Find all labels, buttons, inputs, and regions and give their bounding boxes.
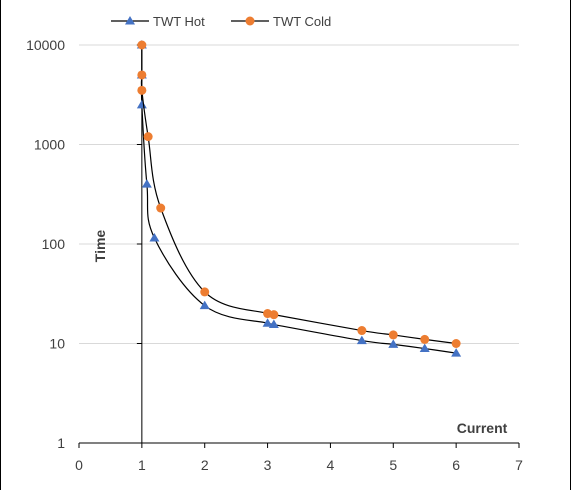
data-point xyxy=(388,330,398,340)
data-point xyxy=(451,348,462,357)
data-point xyxy=(141,179,152,188)
series xyxy=(136,40,462,357)
x-axis-title: Current xyxy=(457,420,508,436)
data-point xyxy=(420,334,430,344)
legend-item-hot: TWT Hot xyxy=(111,14,205,29)
data-point xyxy=(451,339,461,348)
x-tick-label: 1 xyxy=(138,457,146,473)
data-point xyxy=(269,310,279,320)
y-tick-label: 1 xyxy=(57,435,65,451)
x-tick-label: 3 xyxy=(264,457,272,473)
data-point xyxy=(356,335,367,345)
data-point xyxy=(143,132,153,142)
legend-label-hot: TWT Hot xyxy=(153,14,205,29)
data-point xyxy=(388,339,399,348)
x-tick-label: 6 xyxy=(452,457,460,473)
series-twt-cold xyxy=(137,40,461,348)
data-point xyxy=(419,343,430,353)
data-point xyxy=(262,318,273,327)
x-tick-label: 7 xyxy=(515,457,523,473)
data-point xyxy=(156,203,166,213)
x-tick-label: 4 xyxy=(327,457,335,473)
data-point xyxy=(149,232,160,242)
y-tick-label: 100 xyxy=(42,236,66,252)
x-tick-label: 5 xyxy=(389,457,397,473)
data-point xyxy=(200,287,210,297)
data-point xyxy=(268,319,279,329)
y-tick-label: 1000 xyxy=(34,137,65,153)
y-tick-label: 10 xyxy=(49,336,65,352)
data-point xyxy=(137,70,147,80)
series-line xyxy=(140,45,457,345)
x-tick-label: 2 xyxy=(201,457,209,473)
data-point xyxy=(136,99,147,109)
legend: TWT Hot TWT Cold xyxy=(111,14,331,29)
legend-item-cold: TWT Cold xyxy=(231,14,331,29)
y-axis-title: Time xyxy=(92,230,108,263)
series-line xyxy=(140,45,457,354)
data-point xyxy=(137,85,147,95)
data-point xyxy=(137,40,147,50)
gridlines xyxy=(79,44,519,344)
legend-label-cold: TWT Cold xyxy=(273,14,331,29)
y-tick-label: 10000 xyxy=(26,37,65,53)
x-tick-label: 0 xyxy=(75,457,83,473)
legend-marker-cold xyxy=(245,16,255,26)
legend-marker-hot xyxy=(125,16,135,25)
data-point xyxy=(199,300,210,310)
series-twt-hot xyxy=(136,40,462,357)
data-point xyxy=(357,326,367,336)
